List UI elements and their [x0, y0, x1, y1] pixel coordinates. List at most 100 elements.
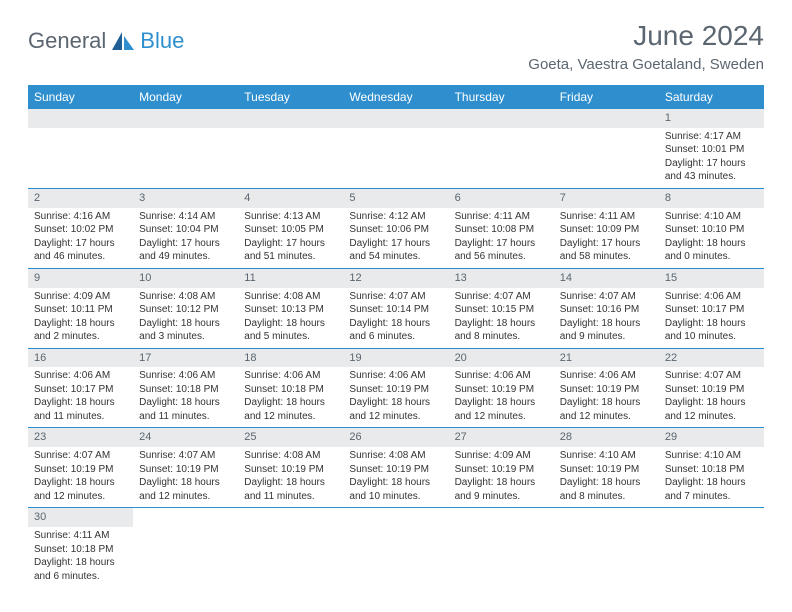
calendar-cell: 12Sunrise: 4:07 AMSunset: 10:14 PMDaylig…	[343, 268, 448, 348]
sunrise-text: Sunrise: 4:09 AM	[34, 290, 127, 304]
day-body: Sunrise: 4:11 AMSunset: 10:09 PMDaylight…	[554, 208, 659, 268]
calendar-cell: 22Sunrise: 4:07 AMSunset: 10:19 PMDaylig…	[659, 348, 764, 428]
day-body: Sunrise: 4:10 AMSunset: 10:10 PMDaylight…	[659, 208, 764, 268]
sunrise-text: Sunrise: 4:13 AM	[244, 210, 337, 224]
day-number: 4	[238, 189, 343, 208]
day-number: 29	[659, 428, 764, 447]
weekday-header: Sunday	[28, 85, 133, 109]
day-number: 13	[449, 269, 554, 288]
sunrise-text: Sunrise: 4:08 AM	[244, 290, 337, 304]
sunrise-text: Sunrise: 4:06 AM	[139, 369, 232, 383]
empty-day-bar	[238, 109, 343, 128]
sunset-text: Sunset: 10:19 PM	[560, 463, 653, 477]
logo-word-2: Blue	[140, 28, 184, 54]
sunset-text: Sunset: 10:17 PM	[665, 303, 758, 317]
day-number: 28	[554, 428, 659, 447]
daylight-text: Daylight: 17 hours and 56 minutes.	[455, 237, 548, 264]
sunset-text: Sunset: 10:19 PM	[665, 383, 758, 397]
day-number: 10	[133, 269, 238, 288]
day-number: 18	[238, 349, 343, 368]
sunrise-text: Sunrise: 4:10 AM	[665, 449, 758, 463]
day-body: Sunrise: 4:06 AMSunset: 10:18 PMDaylight…	[238, 367, 343, 427]
day-number: 7	[554, 189, 659, 208]
sunset-text: Sunset: 10:09 PM	[560, 223, 653, 237]
day-body: Sunrise: 4:06 AMSunset: 10:19 PMDaylight…	[343, 367, 448, 427]
title-block: June 2024 Goeta, Vaestra Goetaland, Swed…	[528, 20, 764, 73]
calendar-cell	[554, 109, 659, 188]
day-number: 1	[659, 109, 764, 128]
weekday-header: Tuesday	[238, 85, 343, 109]
day-number: 15	[659, 269, 764, 288]
day-number: 23	[28, 428, 133, 447]
day-body: Sunrise: 4:14 AMSunset: 10:04 PMDaylight…	[133, 208, 238, 268]
logo-word-1: General	[28, 28, 106, 54]
day-body: Sunrise: 4:10 AMSunset: 10:18 PMDaylight…	[659, 447, 764, 507]
daylight-text: Daylight: 18 hours and 12 minutes.	[244, 396, 337, 423]
sunrise-text: Sunrise: 4:07 AM	[349, 290, 442, 304]
day-body: Sunrise: 4:08 AMSunset: 10:13 PMDaylight…	[238, 288, 343, 348]
calendar-cell: 28Sunrise: 4:10 AMSunset: 10:19 PMDaylig…	[554, 428, 659, 508]
empty-day-bar	[343, 109, 448, 128]
sail-icon	[110, 30, 136, 52]
calendar-row: 30Sunrise: 4:11 AMSunset: 10:18 PMDaylig…	[28, 508, 764, 587]
day-body: Sunrise: 4:07 AMSunset: 10:16 PMDaylight…	[554, 288, 659, 348]
sunrise-text: Sunrise: 4:07 AM	[34, 449, 127, 463]
daylight-text: Daylight: 18 hours and 5 minutes.	[244, 317, 337, 344]
calendar-cell	[133, 109, 238, 188]
day-number: 2	[28, 189, 133, 208]
sunset-text: Sunset: 10:18 PM	[244, 383, 337, 397]
daylight-text: Daylight: 17 hours and 54 minutes.	[349, 237, 442, 264]
day-number: 20	[449, 349, 554, 368]
sunset-text: Sunset: 10:19 PM	[349, 383, 442, 397]
sunset-text: Sunset: 10:19 PM	[560, 383, 653, 397]
calendar-cell: 16Sunrise: 4:06 AMSunset: 10:17 PMDaylig…	[28, 348, 133, 428]
calendar-table: Sunday Monday Tuesday Wednesday Thursday…	[28, 85, 764, 587]
day-body: Sunrise: 4:11 AMSunset: 10:18 PMDaylight…	[28, 527, 133, 587]
empty-day-bar	[554, 109, 659, 128]
day-number: 12	[343, 269, 448, 288]
calendar-cell: 21Sunrise: 4:06 AMSunset: 10:19 PMDaylig…	[554, 348, 659, 428]
empty-day-bar	[133, 109, 238, 128]
calendar-cell: 15Sunrise: 4:06 AMSunset: 10:17 PMDaylig…	[659, 268, 764, 348]
day-number: 11	[238, 269, 343, 288]
day-number: 22	[659, 349, 764, 368]
day-number: 6	[449, 189, 554, 208]
day-number: 9	[28, 269, 133, 288]
sunset-text: Sunset: 10:19 PM	[139, 463, 232, 477]
sunrise-text: Sunrise: 4:10 AM	[665, 210, 758, 224]
day-number: 14	[554, 269, 659, 288]
day-number: 27	[449, 428, 554, 447]
day-number: 17	[133, 349, 238, 368]
sunrise-text: Sunrise: 4:17 AM	[665, 130, 758, 144]
daylight-text: Daylight: 18 hours and 0 minutes.	[665, 237, 758, 264]
calendar-cell	[449, 109, 554, 188]
day-body: Sunrise: 4:06 AMSunset: 10:17 PMDaylight…	[28, 367, 133, 427]
header: General Blue June 2024 Goeta, Vaestra Go…	[28, 20, 764, 73]
sunset-text: Sunset: 10:15 PM	[455, 303, 548, 317]
sunrise-text: Sunrise: 4:08 AM	[349, 449, 442, 463]
calendar-cell: 1Sunrise: 4:17 AMSunset: 10:01 PMDayligh…	[659, 109, 764, 188]
day-body: Sunrise: 4:08 AMSunset: 10:19 PMDaylight…	[343, 447, 448, 507]
calendar-cell	[343, 109, 448, 188]
month-title: June 2024	[528, 20, 764, 52]
weekday-header: Friday	[554, 85, 659, 109]
calendar-row: 9Sunrise: 4:09 AMSunset: 10:11 PMDayligh…	[28, 268, 764, 348]
weekday-header-row: Sunday Monday Tuesday Wednesday Thursday…	[28, 85, 764, 109]
day-number: 30	[28, 508, 133, 527]
empty-day-bar	[28, 109, 133, 128]
sunset-text: Sunset: 10:01 PM	[665, 143, 758, 157]
day-number: 19	[343, 349, 448, 368]
calendar-cell: 27Sunrise: 4:09 AMSunset: 10:19 PMDaylig…	[449, 428, 554, 508]
sunset-text: Sunset: 10:06 PM	[349, 223, 442, 237]
day-body: Sunrise: 4:06 AMSunset: 10:19 PMDaylight…	[449, 367, 554, 427]
daylight-text: Daylight: 18 hours and 12 minutes.	[349, 396, 442, 423]
sunset-text: Sunset: 10:13 PM	[244, 303, 337, 317]
day-body: Sunrise: 4:07 AMSunset: 10:19 PMDaylight…	[659, 367, 764, 427]
daylight-text: Daylight: 17 hours and 46 minutes.	[34, 237, 127, 264]
day-body: Sunrise: 4:07 AMSunset: 10:19 PMDaylight…	[28, 447, 133, 507]
day-body: Sunrise: 4:09 AMSunset: 10:19 PMDaylight…	[449, 447, 554, 507]
weekday-header: Saturday	[659, 85, 764, 109]
day-number: 25	[238, 428, 343, 447]
daylight-text: Daylight: 18 hours and 10 minutes.	[349, 476, 442, 503]
sunset-text: Sunset: 10:14 PM	[349, 303, 442, 317]
